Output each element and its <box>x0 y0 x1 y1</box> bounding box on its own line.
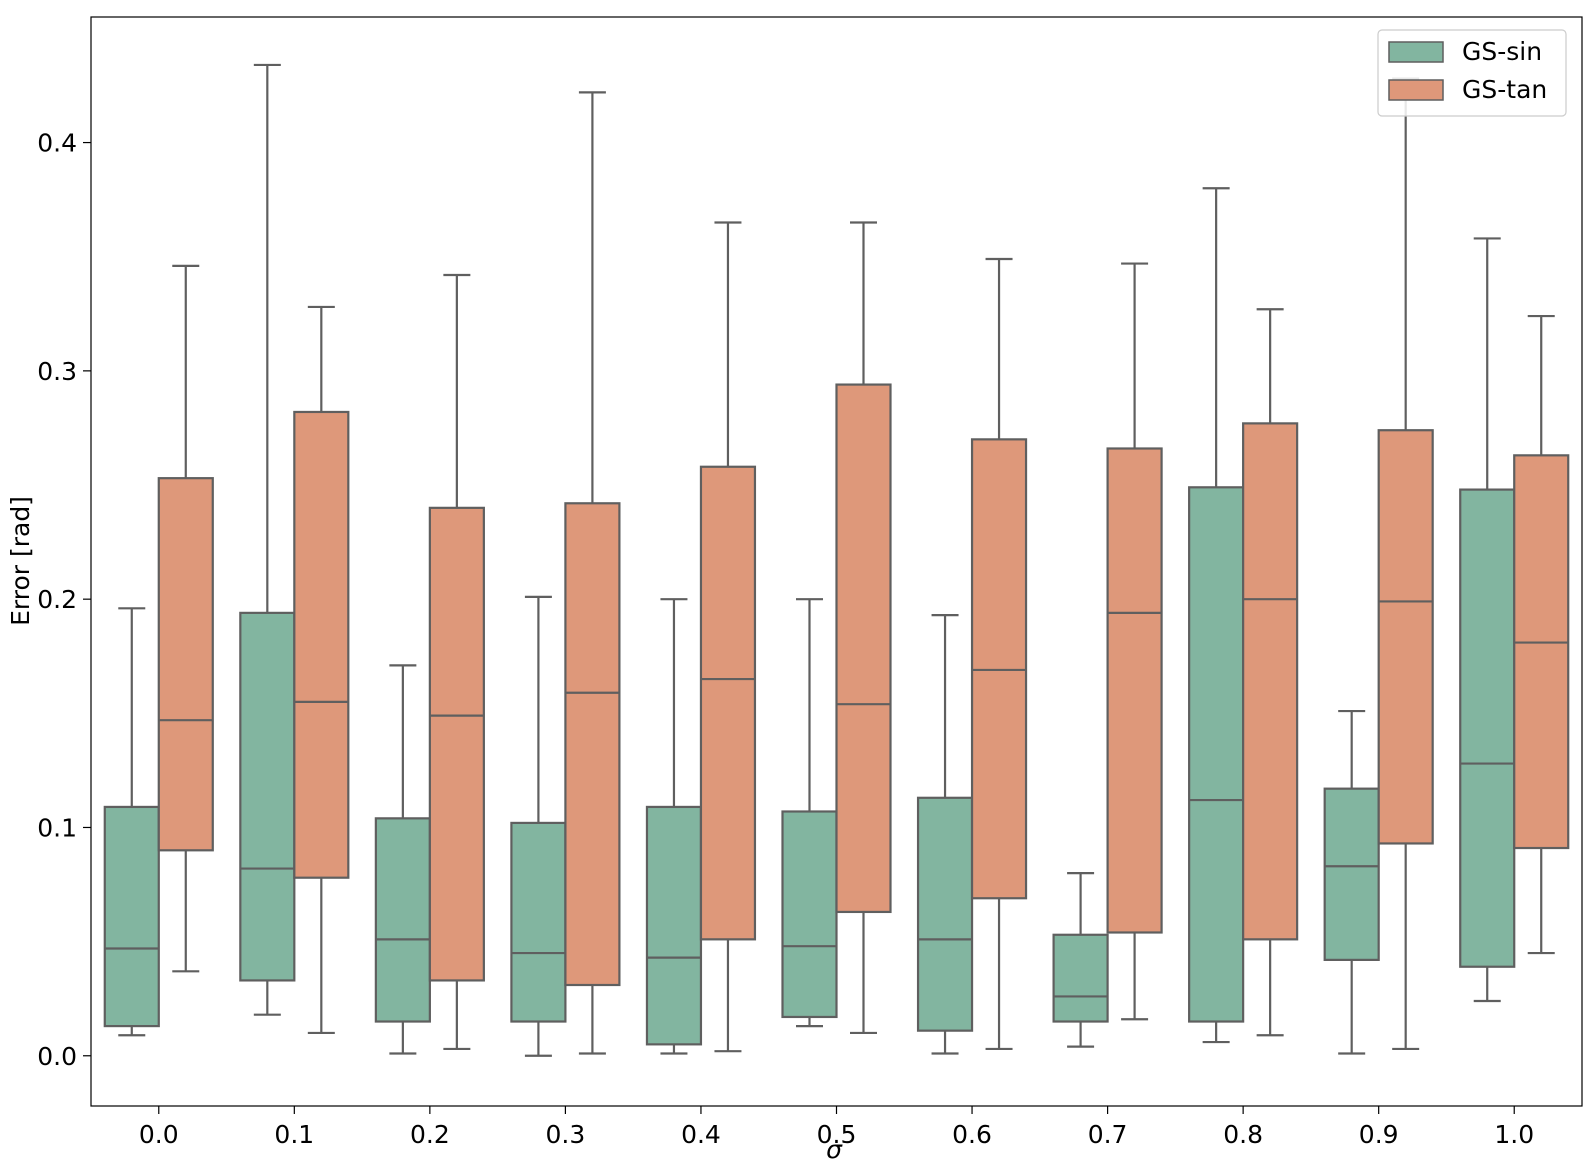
box-gs-tan-0-7 <box>1106 262 1163 1021</box>
iqr-box <box>510 821 567 1023</box>
box-gs-sin-0-5 <box>781 598 838 1028</box>
iqr-box <box>1106 447 1163 934</box>
y-tick-label: 0.4 <box>37 129 77 158</box>
x-tick-label: 0.7 <box>1088 1120 1128 1149</box>
iqr-box <box>1323 787 1380 961</box>
iqr-box <box>1188 486 1245 1023</box>
iqr-box <box>157 477 214 852</box>
box-gs-tan-0-2 <box>428 273 485 1051</box>
iqr-box <box>1377 429 1434 845</box>
box-gs-sin-0-6 <box>916 614 974 1055</box>
axes-frame <box>90 16 1583 1107</box>
box-gs-tan-0-1 <box>293 305 350 1035</box>
iqr-box <box>1459 488 1516 968</box>
x-axis: 0.0 0.1 0.2 0.3 0.4 0.5 0.6 0.7 0.8 0.9 1.0 <box>139 1106 1534 1149</box>
box-gs-tan-0-4 <box>699 221 757 1053</box>
x-tick-label: 1.0 <box>1494 1120 1534 1149</box>
x-tick-label: 0.1 <box>274 1120 314 1149</box>
iqr-box <box>835 383 892 914</box>
box-gs-tan-0-9 <box>1377 77 1434 1051</box>
box-gs-tan-0-6 <box>970 257 1028 1051</box>
iqr-box <box>970 438 1028 900</box>
box-gs-sin-0-0 <box>103 607 160 1037</box>
x-tick-label: 0.8 <box>1223 1120 1263 1149</box>
box-gs-tan-0-3 <box>564 91 621 1055</box>
iqr-box <box>781 810 838 1019</box>
iqr-box <box>645 805 703 1046</box>
y-tick-label: 0.2 <box>37 585 77 614</box>
legend-label-gs-sin: GS-sin <box>1462 37 1542 66</box>
box-gs-sin-0-9 <box>1323 709 1380 1055</box>
iqr-box <box>239 611 296 982</box>
box-gs-tan-1-0 <box>1513 314 1570 955</box>
legend: GS-sin GS-tan <box>1377 29 1567 117</box>
iqr-box <box>428 506 485 982</box>
iqr-box <box>1242 422 1299 941</box>
iqr-box <box>564 502 621 987</box>
box-gs-sin-0-2 <box>374 664 431 1055</box>
y-axis: 0.0 0.1 0.2 0.3 0.4 <box>37 129 91 1071</box>
x-tick-label: 0.0 <box>139 1120 179 1149</box>
x-tick-label: 0.2 <box>410 1120 450 1149</box>
iqr-box <box>293 410 350 879</box>
legend-label-gs-tan: GS-tan <box>1462 75 1547 104</box>
x-tick-label: 0.6 <box>952 1120 992 1149</box>
plot-area <box>103 63 1570 1057</box>
iqr-box <box>374 817 431 1023</box>
y-tick-label: 0.3 <box>37 357 77 386</box>
x-tick-label: 0.3 <box>546 1120 586 1149</box>
x-tick-label: 0.9 <box>1359 1120 1399 1149</box>
y-tick-label: 0.1 <box>37 813 77 842</box>
iqr-box <box>699 465 757 941</box>
x-tick-label: 0.4 <box>681 1120 721 1149</box>
box-gs-sin-0-3 <box>510 595 567 1057</box>
y-tick-label: 0.0 <box>37 1042 77 1071</box>
box-gs-tan-0-0 <box>157 264 214 973</box>
box-gs-tan-0-5 <box>835 221 892 1035</box>
y-axis-label: Error [rad] <box>6 496 35 626</box>
iqr-box <box>1052 933 1109 1023</box>
box-gs-sin-0-7 <box>1052 872 1109 1048</box>
legend-swatch-gs-sin <box>1388 41 1444 63</box>
x-tick-label: 0.5 <box>817 1120 857 1149</box>
iqr-box <box>916 796 974 1032</box>
iqr-box <box>1513 454 1570 850</box>
box-gs-sin-0-1 <box>239 63 296 1016</box>
box-gs-sin-1-0 <box>1459 237 1516 1003</box>
box-gs-tan-0-8 <box>1242 308 1299 1037</box>
x-axis-label: σ <box>826 1135 843 1164</box>
box-gs-sin-0-8 <box>1188 187 1245 1044</box>
legend-swatch-gs-tan <box>1388 79 1444 101</box>
iqr-box <box>103 805 160 1028</box>
